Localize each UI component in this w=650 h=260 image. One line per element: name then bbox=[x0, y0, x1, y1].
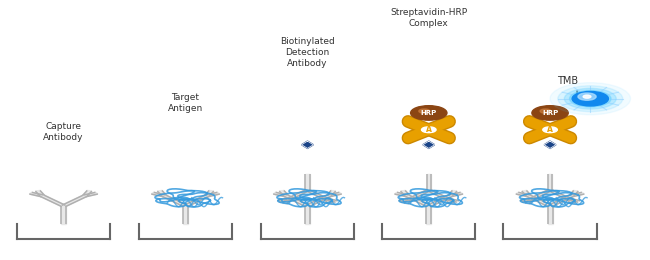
Polygon shape bbox=[183, 206, 188, 224]
Circle shape bbox=[543, 127, 557, 133]
Polygon shape bbox=[278, 198, 290, 202]
Polygon shape bbox=[426, 206, 431, 224]
Polygon shape bbox=[516, 192, 530, 197]
Text: A: A bbox=[547, 125, 553, 134]
Polygon shape bbox=[325, 198, 337, 202]
Polygon shape bbox=[306, 195, 331, 207]
Polygon shape bbox=[548, 174, 552, 190]
Polygon shape bbox=[427, 195, 452, 207]
Polygon shape bbox=[570, 192, 584, 197]
Polygon shape bbox=[549, 190, 571, 200]
Polygon shape bbox=[62, 195, 86, 207]
Polygon shape bbox=[406, 195, 431, 207]
Circle shape bbox=[572, 92, 608, 106]
Polygon shape bbox=[569, 190, 578, 196]
Polygon shape bbox=[29, 192, 44, 197]
Text: HRP: HRP bbox=[542, 110, 558, 116]
Polygon shape bbox=[205, 192, 220, 197]
Polygon shape bbox=[522, 190, 531, 196]
Circle shape bbox=[421, 127, 436, 133]
Circle shape bbox=[416, 108, 441, 118]
Text: TMB: TMB bbox=[556, 76, 578, 86]
Polygon shape bbox=[84, 192, 98, 197]
Circle shape bbox=[419, 109, 430, 113]
Polygon shape bbox=[287, 190, 309, 200]
Polygon shape bbox=[427, 190, 449, 200]
Polygon shape bbox=[448, 192, 463, 197]
Polygon shape bbox=[283, 199, 291, 204]
Circle shape bbox=[564, 88, 616, 109]
Polygon shape bbox=[305, 206, 310, 224]
Polygon shape bbox=[525, 199, 534, 204]
Circle shape bbox=[411, 106, 447, 120]
Polygon shape bbox=[548, 195, 573, 207]
Polygon shape bbox=[61, 206, 66, 224]
Polygon shape bbox=[306, 174, 309, 190]
Circle shape bbox=[583, 95, 591, 98]
Text: Target
Antigen: Target Antigen bbox=[168, 93, 203, 113]
Polygon shape bbox=[162, 195, 187, 207]
Text: HRP: HRP bbox=[421, 110, 437, 116]
Polygon shape bbox=[328, 192, 342, 197]
Polygon shape bbox=[83, 190, 92, 196]
Polygon shape bbox=[567, 199, 575, 204]
Polygon shape bbox=[548, 206, 552, 224]
Polygon shape bbox=[205, 190, 214, 196]
Polygon shape bbox=[400, 190, 410, 196]
Polygon shape bbox=[423, 141, 435, 148]
Polygon shape bbox=[184, 195, 209, 207]
Circle shape bbox=[550, 83, 630, 115]
Circle shape bbox=[569, 90, 611, 107]
Polygon shape bbox=[448, 190, 457, 196]
Circle shape bbox=[540, 109, 551, 113]
Polygon shape bbox=[35, 190, 45, 196]
Text: Capture
Antibody: Capture Antibody bbox=[44, 121, 84, 142]
Polygon shape bbox=[527, 195, 552, 207]
Polygon shape bbox=[151, 192, 166, 197]
Circle shape bbox=[578, 93, 596, 100]
Polygon shape bbox=[398, 198, 411, 202]
Polygon shape bbox=[326, 190, 335, 196]
Text: Biotinylated
Detection
Antibody: Biotinylated Detection Antibody bbox=[280, 37, 335, 68]
Circle shape bbox=[558, 86, 623, 112]
Polygon shape bbox=[530, 190, 552, 200]
Polygon shape bbox=[324, 199, 332, 204]
Polygon shape bbox=[302, 141, 313, 148]
Polygon shape bbox=[273, 192, 287, 197]
Polygon shape bbox=[404, 199, 412, 204]
Polygon shape bbox=[40, 195, 66, 207]
Polygon shape bbox=[408, 190, 430, 200]
Polygon shape bbox=[280, 190, 289, 196]
Circle shape bbox=[538, 108, 563, 118]
Polygon shape bbox=[544, 141, 556, 148]
Polygon shape bbox=[157, 190, 166, 196]
Polygon shape bbox=[395, 192, 409, 197]
Polygon shape bbox=[445, 199, 454, 204]
Polygon shape bbox=[306, 190, 328, 200]
Circle shape bbox=[532, 106, 568, 120]
Polygon shape bbox=[520, 198, 532, 202]
Text: A: A bbox=[426, 125, 432, 134]
Polygon shape bbox=[426, 174, 431, 190]
Polygon shape bbox=[567, 198, 580, 202]
Polygon shape bbox=[284, 195, 309, 207]
Text: Streptavidin-HRP
Complex: Streptavidin-HRP Complex bbox=[390, 8, 467, 28]
Polygon shape bbox=[447, 198, 459, 202]
